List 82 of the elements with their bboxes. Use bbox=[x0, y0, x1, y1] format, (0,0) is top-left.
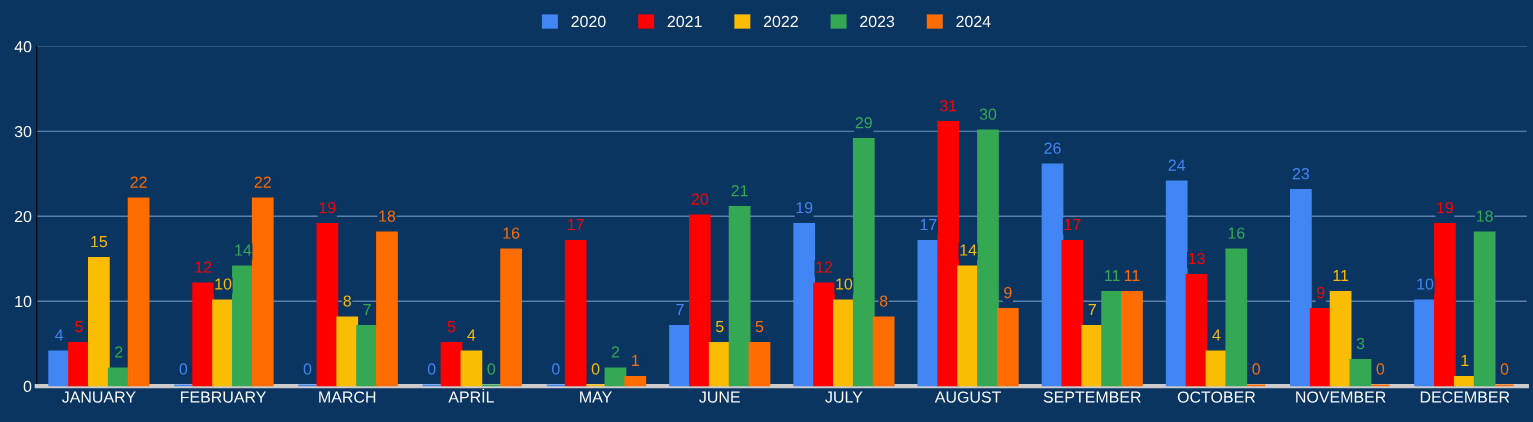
data-label: 7 bbox=[676, 304, 684, 316]
data-label: 0 bbox=[303, 363, 312, 375]
data-label: 3 bbox=[1356, 337, 1365, 350]
data-label: 17 bbox=[920, 219, 937, 231]
data-label: 10 bbox=[1417, 278, 1434, 290]
legend-label: 2024 bbox=[956, 15, 991, 28]
data-label: 2 bbox=[115, 346, 123, 358]
data-label: 9 bbox=[1004, 286, 1012, 299]
data-label: 9 bbox=[1317, 286, 1325, 299]
data-label: 5 bbox=[75, 321, 83, 333]
data-label: 0 bbox=[591, 363, 600, 375]
data-label: 10 bbox=[836, 278, 853, 290]
legend-label: 2021 bbox=[667, 15, 702, 28]
data-label: 4 bbox=[467, 329, 476, 341]
data-label: 11 bbox=[1333, 270, 1349, 282]
x-tick-label: SEPTEMBER bbox=[1043, 391, 1141, 403]
x-tick-label: NOVEMBER bbox=[1296, 391, 1386, 403]
x-tick-label: JULY bbox=[825, 391, 863, 403]
data-label: 13 bbox=[1188, 252, 1205, 265]
data-label: 31 bbox=[939, 100, 957, 112]
legend-label: 2023 bbox=[860, 15, 895, 28]
data-label: 23 bbox=[1292, 168, 1310, 180]
data-label: 8 bbox=[879, 295, 888, 307]
data-label: 5 bbox=[447, 321, 456, 333]
data-label: 0 bbox=[1500, 363, 1509, 375]
data-label: 7 bbox=[363, 304, 371, 316]
data-label: 5 bbox=[715, 321, 724, 333]
data-label: 14 bbox=[235, 244, 252, 256]
data-label: 18 bbox=[379, 210, 396, 222]
data-label: 19 bbox=[796, 201, 813, 214]
data-label: 11 bbox=[1105, 270, 1120, 282]
legend-label: 2022 bbox=[763, 15, 798, 28]
data-label: 0 bbox=[552, 363, 560, 375]
data-label: 21 bbox=[731, 184, 748, 197]
data-label: 19 bbox=[319, 201, 336, 214]
data-label: 16 bbox=[503, 227, 520, 239]
data-label: 22 bbox=[130, 176, 147, 188]
data-label: 1 bbox=[1461, 355, 1469, 366]
x-tick-label: JANUARY bbox=[61, 391, 136, 403]
data-label: 0 bbox=[427, 363, 436, 375]
data-label: 17 bbox=[1064, 219, 1081, 231]
x-tick-label: JUNE bbox=[699, 391, 740, 403]
y-tick-label: 30 bbox=[14, 125, 32, 138]
data-label: 8 bbox=[343, 295, 351, 307]
data-label: 0 bbox=[179, 363, 188, 375]
x-tick-label: APRİL bbox=[448, 388, 494, 403]
data-label: 4 bbox=[55, 329, 64, 341]
x-tick-label: AUGUST bbox=[934, 391, 1001, 403]
x-tick-label: MAY bbox=[580, 391, 612, 403]
x-tick-label: OCTOBER bbox=[1177, 391, 1256, 403]
data-label: 15 bbox=[91, 236, 108, 248]
data-label: 1 bbox=[632, 355, 639, 366]
data-label: 24 bbox=[1168, 159, 1186, 171]
y-tick-label: 40 bbox=[14, 41, 32, 53]
data-label: 7 bbox=[1088, 304, 1096, 316]
data-label: 11 bbox=[1124, 270, 1140, 282]
data-label: 12 bbox=[195, 261, 212, 273]
data-label: 12 bbox=[816, 261, 833, 273]
data-label: 0 bbox=[1376, 363, 1385, 375]
y-tick-label: 0 bbox=[23, 380, 32, 393]
x-tick-label: DECEMBER bbox=[1420, 391, 1510, 403]
data-label: 14 bbox=[960, 244, 977, 256]
data-label: 19 bbox=[1437, 201, 1454, 214]
data-label: 2 bbox=[611, 346, 620, 358]
data-label: 18 bbox=[1476, 210, 1493, 222]
data-label: 17 bbox=[568, 219, 584, 231]
data-label: 4 bbox=[1212, 329, 1221, 341]
data-label: 16 bbox=[1228, 227, 1245, 239]
data-label: 26 bbox=[1044, 142, 1061, 154]
data-label: 10 bbox=[215, 278, 232, 290]
legend-label: 2020 bbox=[571, 15, 606, 28]
data-label: 20 bbox=[691, 193, 709, 205]
data-label: 5 bbox=[755, 321, 764, 333]
x-tick-label: FEBRUARY bbox=[181, 391, 267, 403]
data-label: 30 bbox=[979, 108, 997, 120]
y-tick-label: 10 bbox=[15, 295, 32, 308]
data-label: 22 bbox=[254, 176, 271, 188]
x-tick-label: MARCH bbox=[319, 391, 376, 403]
y-tick-label: 20 bbox=[14, 210, 32, 223]
data-label: 0 bbox=[487, 363, 496, 375]
data-label: 0 bbox=[1252, 363, 1260, 375]
data-label: 29 bbox=[855, 117, 872, 129]
